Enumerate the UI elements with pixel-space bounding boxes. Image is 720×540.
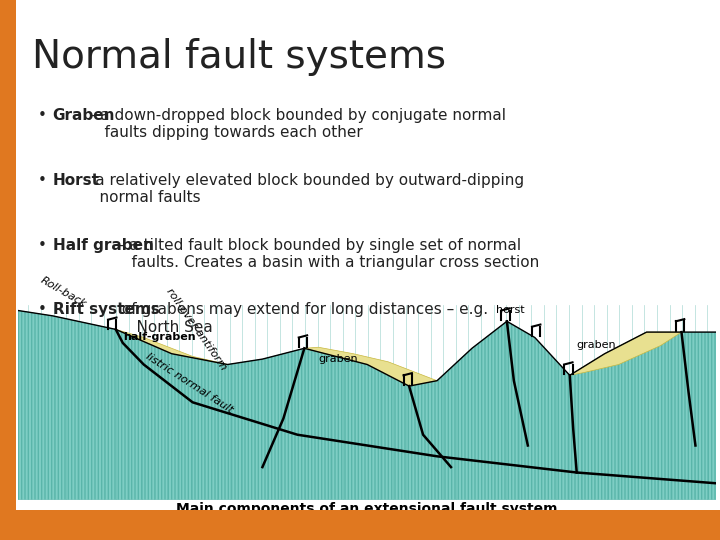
- Text: half-graben: half-graben: [122, 332, 195, 342]
- Text: graben: graben: [318, 354, 358, 364]
- Text: Rift systems: Rift systems: [53, 302, 159, 318]
- Text: •: •: [38, 238, 57, 253]
- Text: of grabens may extend for long distances – e.g.
    North Sea: of grabens may extend for long distances…: [117, 302, 488, 335]
- Polygon shape: [570, 332, 681, 375]
- Text: •: •: [38, 302, 57, 318]
- Polygon shape: [305, 347, 437, 386]
- Text: •: •: [38, 173, 57, 188]
- Text: Graben: Graben: [53, 108, 115, 123]
- Text: - a relatively elevated block bounded by outward-dipping
    normal faults: - a relatively elevated block bounded by…: [80, 173, 523, 205]
- Text: - a down-dropped block bounded by conjugate normal
    faults dipping towards ea: - a down-dropped block bounded by conjug…: [85, 108, 506, 140]
- Text: Main components of an extensional fault system: Main components of an extensional fault …: [176, 502, 558, 516]
- Text: horst: horst: [496, 305, 525, 315]
- Text: Horst: Horst: [53, 173, 99, 188]
- Polygon shape: [18, 310, 716, 500]
- Text: – a tilted fault block bounded by single set of normal
    faults. Creates a bas: – a tilted fault block bounded by single…: [112, 238, 539, 270]
- Text: Brendan Duffy: Brendan Duffy: [568, 519, 670, 532]
- Polygon shape: [18, 310, 716, 500]
- Text: Half graben: Half graben: [53, 238, 153, 253]
- Polygon shape: [116, 329, 228, 364]
- Text: graben: graben: [577, 340, 616, 350]
- Text: •: •: [38, 108, 57, 123]
- Text: listric normal fault: listric normal fault: [144, 352, 235, 415]
- Text: roll-over antiform: roll-over antiform: [165, 286, 229, 372]
- Text: Roll-back: Roll-back: [39, 275, 89, 310]
- Text: Normal fault systems: Normal fault systems: [32, 38, 446, 76]
